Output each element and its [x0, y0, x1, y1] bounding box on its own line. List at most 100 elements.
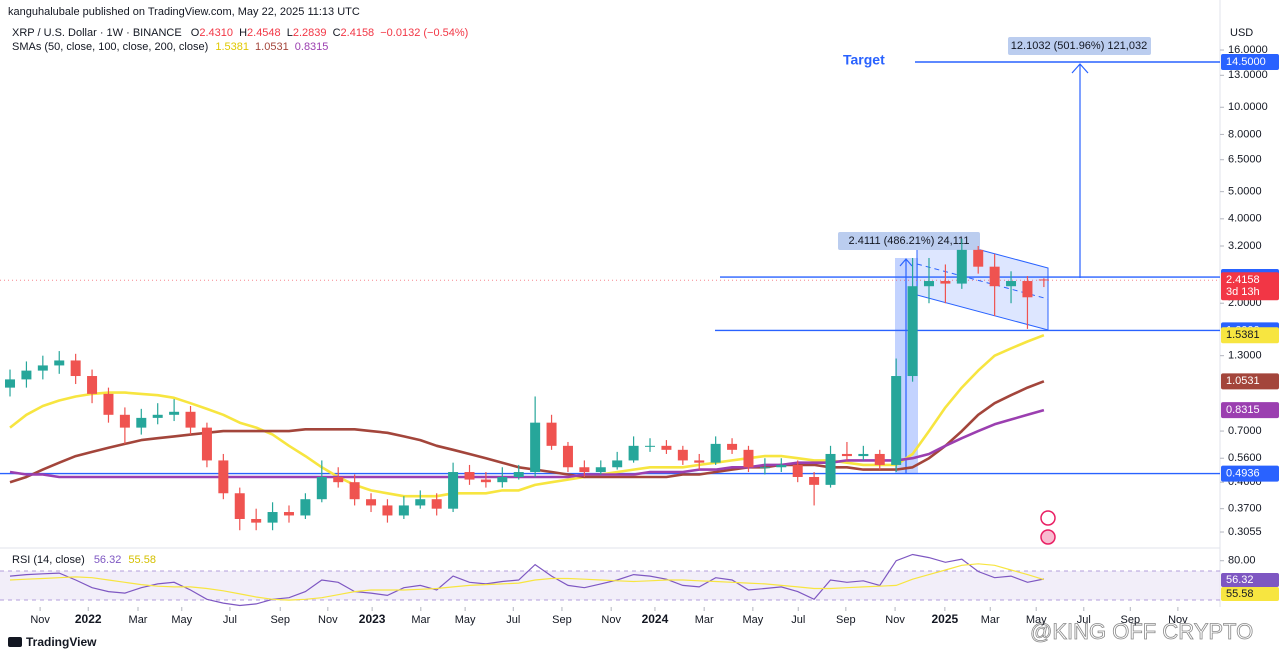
published-note: kanguhalubale published on TradingView.c… — [8, 6, 360, 18]
measure-box — [1008, 37, 1151, 55]
candle-body — [989, 266, 1000, 287]
sma-line — [9, 408, 1045, 479]
candle-body — [973, 249, 984, 267]
candle-body — [645, 445, 656, 447]
sma-label-box — [1221, 373, 1279, 390]
candle-body — [825, 453, 836, 485]
candle-body — [87, 376, 98, 394]
x-tick-label: Sep — [552, 614, 572, 626]
sma-value: 1.5381 — [215, 41, 249, 53]
candle-body — [398, 505, 409, 516]
rsi-band — [0, 571, 1220, 600]
y-tick-label: 13.0000 — [1228, 69, 1268, 81]
candle-body — [628, 445, 639, 461]
candle-body — [218, 460, 229, 494]
event-icon — [1040, 529, 1056, 545]
x-tick-label: Mar — [411, 614, 430, 626]
candle-body — [1006, 281, 1017, 287]
brand-logo — [8, 637, 22, 647]
watermark: @KING OFF CRYPTO — [1030, 619, 1253, 644]
candle-body — [283, 512, 294, 516]
y-tick-label: 3.2000 — [1228, 240, 1262, 252]
x-tick-label: Nov — [30, 614, 50, 626]
candle-body — [792, 464, 803, 477]
symbol-legend: XRP / U.S. Dollar · 1W · BINANCE O2.4310… — [12, 27, 468, 39]
candle-body — [119, 414, 130, 428]
candle-body — [201, 427, 212, 461]
rsi-label-box — [1221, 573, 1279, 587]
candle-body — [333, 476, 344, 483]
candle-body — [579, 467, 590, 473]
x-tick-label: Jul — [1077, 614, 1091, 626]
sma-label-box — [1221, 402, 1279, 419]
candle-body — [316, 476, 327, 500]
y-tick-label: 0.7000 — [1228, 425, 1262, 437]
y-tick-label: 5.0000 — [1228, 186, 1262, 198]
brand: TradingView — [26, 635, 97, 649]
candle-body — [234, 493, 245, 519]
rsi-label: 56.32 — [1226, 574, 1254, 586]
candle-body — [907, 286, 918, 377]
x-tick-label: Jul — [791, 614, 805, 626]
price-label-box — [1221, 54, 1279, 71]
ohlc-key: C — [333, 27, 341, 39]
x-tick-label: Nov — [318, 614, 338, 626]
y-tick-label: 8.0000 — [1228, 128, 1262, 140]
candle-body — [809, 476, 820, 485]
candle-body — [37, 365, 48, 371]
measure-box — [838, 232, 980, 250]
rsi-title: RSI (14, close) — [12, 554, 85, 566]
ohlc-value: 2.4548 — [247, 27, 281, 39]
candle-body — [349, 482, 360, 500]
plot-layer: 16.0000 13.0000 10.0000 8.0000 6.5000 5.0000 4… — [0, 44, 1268, 626]
candle-body — [152, 414, 163, 418]
x-tick-label: 2024 — [642, 612, 669, 626]
sma-label: 1.0531 — [1226, 375, 1260, 387]
y-tick-label: 1.3000 — [1228, 350, 1262, 362]
candle-body — [874, 453, 885, 465]
y-tick-label: 0.3700 — [1228, 503, 1262, 515]
candle-body — [21, 370, 32, 380]
x-tick-label: Mar — [695, 614, 714, 626]
candle-body — [1038, 279, 1049, 281]
sma-legend: SMAs (50, close, 100, close, 200, close)… — [12, 41, 328, 53]
x-tick-label: Nov — [601, 614, 621, 626]
sma-label: 1.5381 — [1226, 329, 1260, 341]
symbol-title: XRP / U.S. Dollar · 1W · BINANCE — [12, 27, 182, 39]
candle-body — [366, 499, 377, 506]
candle-body — [710, 443, 721, 463]
candle-body — [70, 360, 81, 377]
y-tick-label: 0.3055 — [1228, 526, 1262, 538]
y-tick-label: 6.5000 — [1228, 154, 1262, 166]
sma-label-box — [1221, 327, 1279, 344]
price-label-box — [1221, 465, 1279, 482]
price-label: 14.5000 — [1226, 56, 1266, 68]
candle-body — [661, 445, 672, 450]
candle-body — [251, 518, 262, 523]
price-label: 0.4936 — [1226, 468, 1260, 480]
candle-body — [136, 417, 147, 428]
y-tick-label: 4.0000 — [1228, 213, 1262, 225]
x-tick-label: 2023 — [359, 612, 386, 626]
x-tick-label: Sep — [836, 614, 856, 626]
candle-body — [415, 499, 426, 506]
sma-value: 0.8315 — [295, 41, 329, 53]
price-label: 2.4158 — [1226, 274, 1260, 286]
x-tick-label: May — [455, 614, 476, 626]
x-tick-label: 2022 — [75, 612, 102, 626]
rsi-value: 56.32 — [94, 554, 122, 566]
measure-arrowhead — [899, 258, 913, 267]
candle-body — [103, 393, 114, 415]
sma-label: 0.8315 — [1226, 404, 1260, 416]
candle-body — [382, 505, 393, 516]
target-label: Target — [843, 52, 885, 68]
candle-body — [267, 512, 278, 523]
x-tick-label: Jul — [506, 614, 520, 626]
candle-body — [940, 281, 951, 284]
sma-line — [9, 380, 1045, 484]
candle-body — [759, 467, 770, 469]
x-tick-label: Mar — [129, 614, 148, 626]
sma-value: 1.0531 — [255, 41, 289, 53]
